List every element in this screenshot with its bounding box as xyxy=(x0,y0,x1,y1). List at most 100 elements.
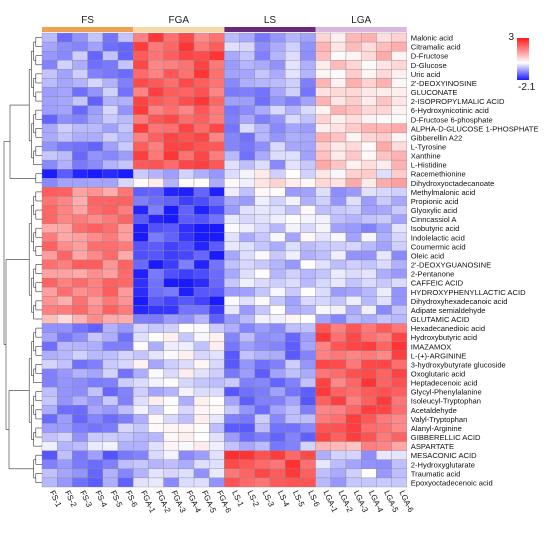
heatmap-cell xyxy=(361,323,377,333)
heatmap-cell xyxy=(87,377,103,388)
heatmap-cell xyxy=(72,187,88,197)
heatmap-cell xyxy=(72,232,88,243)
heatmap-cell xyxy=(148,78,164,88)
heatmap-cell xyxy=(178,105,195,115)
heatmap-cell xyxy=(315,287,331,297)
heatmap-cell xyxy=(87,332,103,342)
heatmap-cell xyxy=(133,259,149,270)
heatmap-cell xyxy=(361,423,377,433)
heatmap-cell xyxy=(87,259,103,270)
heatmap-cell xyxy=(254,78,271,88)
heatmap-cell xyxy=(178,96,195,106)
heatmap-cell xyxy=(72,87,88,97)
heatmap-cell xyxy=(209,368,225,379)
heatmap-cell xyxy=(133,287,149,297)
heatmap-cell xyxy=(72,468,88,479)
heatmap-cell xyxy=(209,477,225,488)
heatmap-cell xyxy=(178,450,195,460)
row-label: Dihydroxyoctadecanoate xyxy=(411,179,495,188)
heatmap-cell xyxy=(224,196,240,206)
heatmap-cell xyxy=(391,350,407,361)
heatmap-cell xyxy=(209,123,225,134)
heatmap-cell xyxy=(315,169,331,179)
heatmap-cell xyxy=(376,305,392,315)
heatmap-cell xyxy=(391,114,407,124)
heatmap-cell xyxy=(239,432,255,442)
heatmap-cell xyxy=(133,123,149,134)
heatmap-cell xyxy=(133,323,149,333)
heatmap-cell xyxy=(361,214,377,224)
heatmap-cell xyxy=(41,268,58,279)
heatmap-cell xyxy=(361,150,377,161)
heatmap-cell xyxy=(87,296,103,306)
heatmap-cell xyxy=(193,187,210,197)
heatmap-cell xyxy=(72,423,88,433)
heatmap-cell xyxy=(315,214,331,224)
heatmap-cell xyxy=(254,232,271,243)
heatmap-cell xyxy=(330,114,347,124)
heatmap-cell xyxy=(102,332,119,342)
heatmap-cell xyxy=(315,341,331,351)
heatmap-cell xyxy=(361,196,377,206)
heatmap-cell xyxy=(239,477,255,488)
heatmap-cell xyxy=(133,69,149,79)
heatmap-cell xyxy=(163,268,179,279)
heatmap-cell xyxy=(224,232,240,243)
heatmap-cell xyxy=(345,223,362,233)
heatmap-cell xyxy=(72,441,88,451)
row-label: MESACONIC ACID xyxy=(411,451,477,460)
heatmap-cell xyxy=(300,405,316,415)
heatmap-cell xyxy=(239,359,255,370)
heatmap-cell xyxy=(391,396,407,406)
heatmap-cell xyxy=(239,178,255,188)
heatmap-cell xyxy=(391,259,407,270)
heatmap-cell xyxy=(391,96,407,106)
heatmap-cell xyxy=(300,205,316,215)
heatmap-cell xyxy=(209,105,225,115)
heatmap-cell xyxy=(330,60,347,70)
heatmap-cell xyxy=(72,250,88,261)
heatmap-cell xyxy=(300,432,316,442)
heatmap-cell xyxy=(163,132,179,143)
heatmap-cell xyxy=(345,241,362,252)
heatmap-cell xyxy=(193,96,210,106)
heatmap-cell xyxy=(178,169,195,179)
heatmap-cell xyxy=(269,50,286,61)
heatmap-cell xyxy=(41,423,58,433)
group-bar-fga xyxy=(133,27,225,32)
heatmap-cell xyxy=(178,368,195,379)
group-label-fga: FGA xyxy=(169,15,190,26)
heatmap-cell xyxy=(193,386,210,397)
heatmap-cell xyxy=(285,232,301,243)
heatmap-cell xyxy=(209,250,225,261)
heatmap-cell xyxy=(72,196,88,206)
heatmap-cell xyxy=(87,87,103,97)
heatmap-cell xyxy=(133,50,149,61)
heatmap-cell xyxy=(133,159,149,170)
heatmap-cell xyxy=(376,205,392,215)
heatmap-cell xyxy=(285,196,301,206)
heatmap-cell xyxy=(87,432,103,442)
heatmap-cell xyxy=(391,78,407,88)
heatmap-cell xyxy=(117,178,134,188)
heatmap-cell xyxy=(285,332,301,342)
heatmap-cell xyxy=(102,159,119,170)
heatmap-cell xyxy=(41,414,58,424)
heatmap-cell xyxy=(361,60,377,70)
heatmap-cell xyxy=(133,241,149,252)
heatmap-cell xyxy=(178,423,195,433)
heatmap-cell xyxy=(148,69,164,79)
heatmap-cell xyxy=(330,377,347,388)
heatmap-cell xyxy=(239,96,255,106)
heatmap-cell xyxy=(209,350,225,361)
heatmap-cell xyxy=(391,169,407,179)
heatmap-cell xyxy=(361,396,377,406)
row-label: Isoleucyl-Tryptophan xyxy=(411,397,481,406)
heatmap-cell xyxy=(57,69,73,79)
heatmap-cell xyxy=(239,232,255,243)
heatmap-cell xyxy=(300,414,316,424)
row-label: 3-hydroxybutyrate glucoside xyxy=(411,360,506,369)
heatmap-cell xyxy=(345,214,362,224)
heatmap-cell xyxy=(376,323,392,333)
heatmap-cell xyxy=(117,450,134,460)
